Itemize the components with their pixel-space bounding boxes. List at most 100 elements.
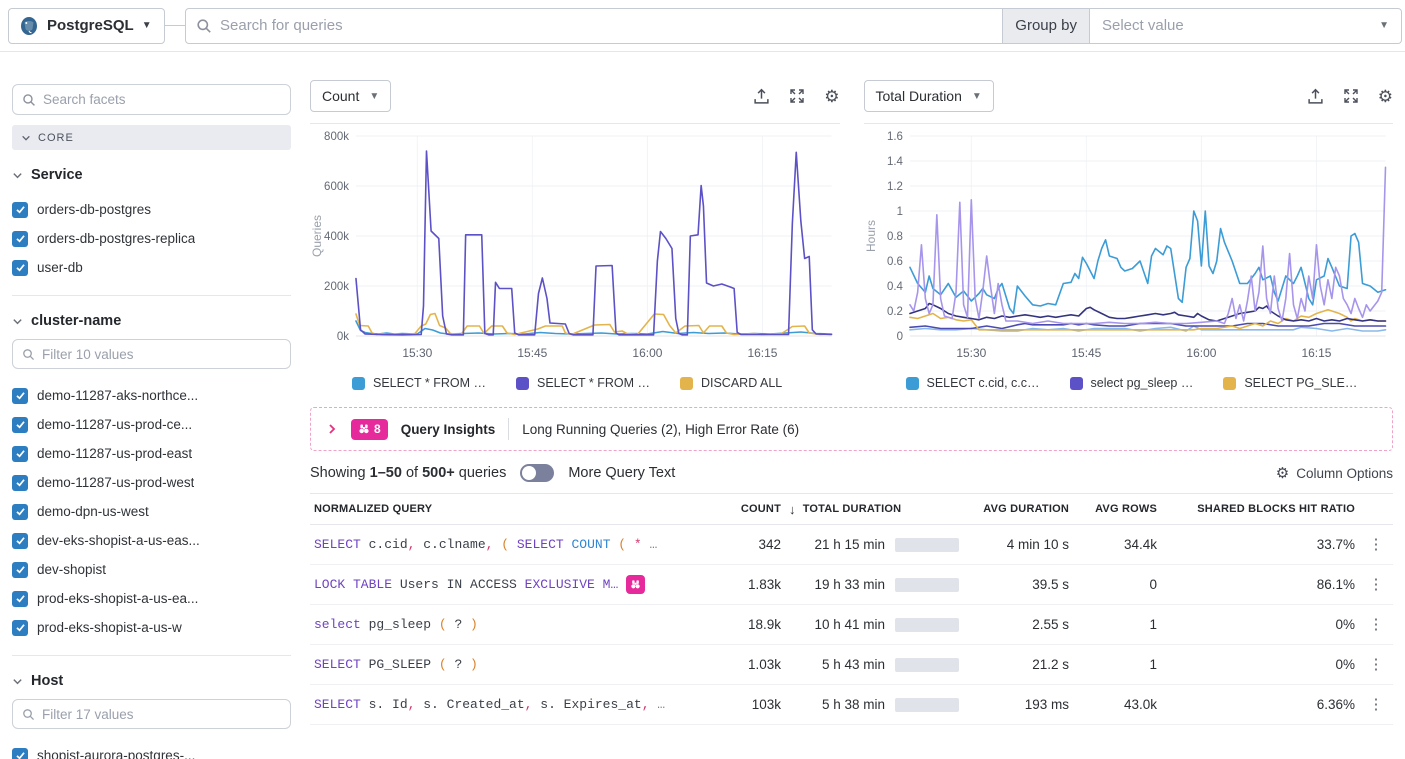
facet-group-cluster-name[interactable]: cluster-name [12, 313, 291, 329]
svg-text:600k: 600k [324, 181, 349, 193]
facet-item[interactable]: user-db [12, 253, 291, 282]
legend-item[interactable]: DISCARD ALL [679, 376, 782, 390]
col-shared-blocks-hit-ratio[interactable]: SHARED BLOCKS HIT RATIO [1197, 503, 1355, 515]
facet-search-input[interactable] [43, 92, 281, 107]
facet-label: prod-eks-shopist-a-us-w [37, 620, 182, 635]
cluster-filter-box[interactable] [12, 339, 291, 369]
normalized-query-text[interactable]: LOCK TABLE Users IN ACCESS EXCLUSIVE M… [314, 577, 619, 592]
normalized-query-text[interactable]: select pg_sleep ( ? ) [314, 617, 478, 632]
svg-text:800k: 800k [324, 131, 349, 143]
column-options-button[interactable]: ⚙ Column Options [1276, 466, 1393, 481]
checkbox-checked[interactable] [12, 230, 28, 247]
table-row[interactable]: SELECT PG_SLEEP ( ? ) 1.03k 5 h 43 min 2… [310, 645, 1393, 685]
facet-section-core[interactable]: CORE [12, 125, 291, 150]
checkbox-checked[interactable] [12, 445, 28, 462]
legend-item[interactable]: select pg_sleep … [1069, 376, 1193, 390]
checkbox-checked[interactable] [12, 259, 28, 276]
checkbox-checked[interactable] [12, 503, 28, 520]
metric-selector-total-duration[interactable]: Total Duration ▼ [863, 80, 994, 112]
facet-item[interactable]: demo-11287-us-prod-east [12, 439, 291, 468]
insights-title: Query Insights [400, 421, 496, 437]
check-icon [15, 752, 25, 759]
facet-item[interactable]: demo-11287-us-prod-ce... [12, 410, 291, 439]
table-row[interactable]: LOCK TABLE Users IN ACCESS EXCLUSIVE M… … [310, 565, 1393, 605]
expand-icon[interactable] [1343, 88, 1359, 104]
checkbox-checked[interactable] [12, 474, 28, 491]
facet-item[interactable]: demo-dpn-us-west [12, 497, 291, 526]
group-by-select[interactable]: Select value ▼ [1090, 7, 1402, 44]
query-search-box[interactable] [185, 7, 1004, 44]
facet-sidebar: CORE Service orders-db-postgres orders-d… [0, 52, 300, 759]
table-row[interactable]: SELECT s. Id, s. Created_at, s. Expires_… [310, 685, 1393, 725]
checkbox-checked[interactable] [12, 747, 28, 759]
check-icon [15, 421, 25, 429]
row-menu-icon[interactable]: ⋮ [1368, 656, 1384, 673]
facet-group-title: Host [31, 673, 64, 689]
normalized-query-text[interactable]: SELECT s. Id, s. Created_at, s. Expires_… [314, 697, 666, 712]
facet-search-box[interactable] [12, 84, 291, 115]
svg-text:16:00: 16:00 [1186, 346, 1216, 360]
chevron-down-icon: ▼ [369, 90, 380, 102]
insight-badge[interactable] [626, 575, 646, 594]
col-normalized-query[interactable]: NORMALIZED QUERY [314, 503, 433, 515]
count-chart[interactable]: 0k 200k 400k 600k 800k 15:30 15:45 16:00 16:15 Qu… [310, 124, 840, 374]
row-menu-icon[interactable]: ⋮ [1368, 616, 1384, 633]
chevron-down-icon: ▼ [141, 20, 152, 31]
check-icon [15, 595, 25, 603]
host-filter-input[interactable] [42, 706, 281, 722]
cluster-filter-input[interactable] [42, 346, 281, 362]
checkbox-checked[interactable] [12, 416, 28, 433]
facet-group-service[interactable]: Service [12, 167, 291, 183]
cluster-list: demo-11287-aks-northce... demo-11287-us-… [12, 381, 291, 642]
facet-item[interactable]: demo-11287-aks-northce... [12, 381, 291, 410]
col-avg-rows[interactable]: AVG ROWS [1095, 503, 1157, 515]
facet-item[interactable]: orders-db-postgres [12, 195, 291, 224]
facet-item[interactable]: shopist-aurora-postgres-... [12, 741, 291, 759]
legend-item[interactable]: SELECT c.cid, c.c… [905, 376, 1040, 390]
col-avg-duration[interactable]: AVG DURATION [983, 503, 1069, 515]
facet-item[interactable]: demo-11287-us-prod-west [12, 468, 291, 497]
checkbox-checked[interactable] [12, 619, 28, 636]
avg-duration-value: 4 min 10 s [1006, 537, 1069, 552]
product-selector[interactable]: PostgreSQL ▼ [8, 7, 165, 44]
query-insights-banner[interactable]: 8 Query Insights Long Running Queries (2… [310, 407, 1393, 451]
facet-group-host[interactable]: Host [12, 673, 291, 689]
query-search-input[interactable] [220, 17, 993, 34]
gear-icon[interactable]: ⚙ [1377, 86, 1393, 106]
facet-item[interactable]: orders-db-postgres-replica [12, 224, 291, 253]
total-duration-chart[interactable]: 0 0.2 0.4 0.6 0.8 1 1.2 1.4 1.6 15:30 15:45 16:00 16… [864, 124, 1394, 374]
checkbox-checked[interactable] [12, 201, 28, 218]
col-total-duration[interactable]: ↓ TOTAL DURATION [789, 501, 902, 517]
row-menu-icon[interactable]: ⋮ [1368, 696, 1384, 713]
export-icon[interactable] [753, 88, 770, 105]
expand-icon[interactable] [789, 88, 805, 104]
row-menu-icon[interactable]: ⋮ [1368, 576, 1384, 593]
table-row[interactable]: SELECT c.cid, c.clname, ( SELECT COUNT (… [310, 525, 1393, 565]
facet-item[interactable]: prod-eks-shopist-a-us-ea... [12, 584, 291, 613]
gear-icon[interactable]: ⚙ [824, 86, 840, 106]
row-menu-icon[interactable]: ⋮ [1368, 536, 1384, 553]
normalized-query-text[interactable]: SELECT PG_SLEEP ( ? ) [314, 657, 478, 672]
facet-item[interactable]: dev-shopist [12, 555, 291, 584]
table-row[interactable]: select pg_sleep ( ? ) 18.9k 10 h 41 min … [310, 605, 1393, 645]
chevron-right-icon[interactable] [326, 423, 338, 435]
host-filter-box[interactable] [12, 699, 291, 729]
export-icon[interactable] [1307, 88, 1324, 105]
legend-item[interactable]: SELECT * FROM … [352, 376, 486, 390]
checkbox-checked[interactable] [12, 590, 28, 607]
facet-item[interactable]: dev-eks-shopist-a-us-eas... [12, 526, 291, 555]
chevron-down-icon [13, 318, 22, 324]
divider [12, 295, 291, 296]
checkbox-checked[interactable] [12, 387, 28, 404]
col-count[interactable]: COUNT [740, 503, 781, 515]
svg-text:0.4: 0.4 [887, 281, 904, 293]
avg-duration-value: 21.2 s [1032, 657, 1069, 672]
metric-selector-count[interactable]: Count ▼ [310, 80, 392, 112]
checkbox-checked[interactable] [12, 532, 28, 549]
normalized-query-text[interactable]: SELECT c.cid, c.clname, ( SELECT COUNT (… [314, 537, 658, 552]
more-query-text-toggle[interactable] [520, 464, 555, 482]
legend-item[interactable]: SELECT * FROM … [515, 376, 650, 390]
checkbox-checked[interactable] [12, 561, 28, 578]
facet-item[interactable]: prod-eks-shopist-a-us-w [12, 613, 291, 642]
legend-item[interactable]: SELECT PG_SLE… [1223, 376, 1357, 390]
